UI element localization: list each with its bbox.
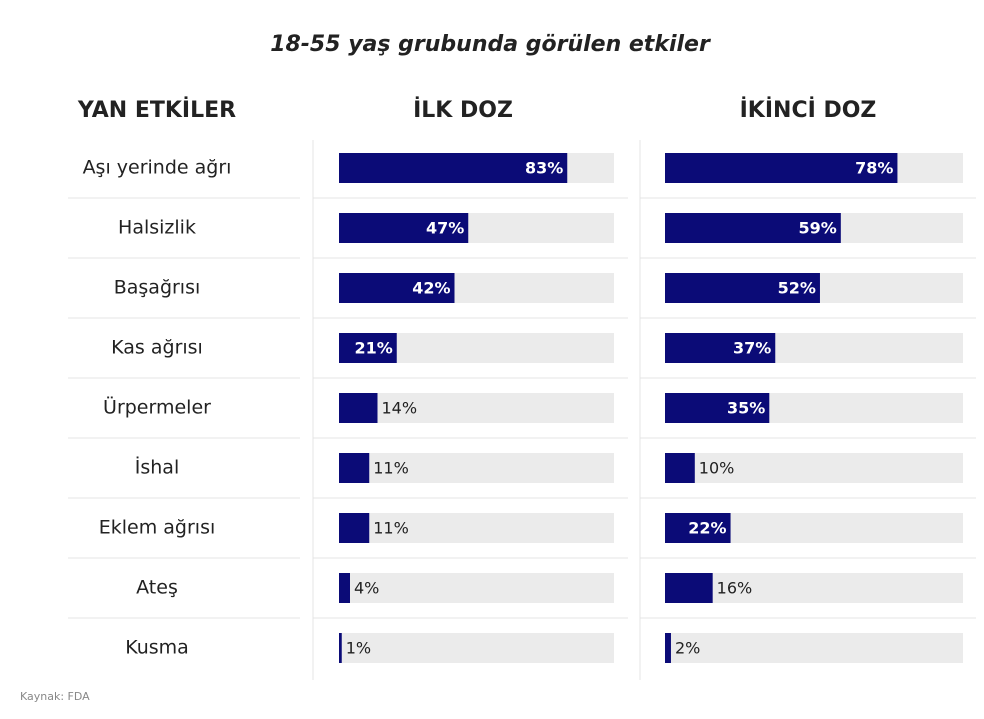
bar [665,153,898,183]
category-label: Kas ağrısı [111,337,203,359]
value-label: 2% [675,639,700,658]
value-label: 78% [855,159,893,178]
bar [339,393,378,423]
bar [339,573,350,603]
value-label: 22% [688,519,726,538]
bar [339,153,568,183]
value-label: 37% [733,339,771,358]
value-label: 11% [373,459,409,478]
bar [665,573,713,603]
value-label: 10% [699,459,735,478]
value-label: 59% [799,219,837,238]
value-label: 14% [382,399,418,418]
bar [665,633,671,663]
bar [339,273,455,303]
column-header: YAN ETKİLER [77,97,236,123]
category-label: Ateş [136,577,178,599]
value-label: 47% [426,219,464,238]
category-label: İshal [135,456,179,479]
chart-title: 18-55 yaş grubunda görülen etkiler [270,32,711,57]
bar-track [665,573,963,603]
bar [339,333,397,363]
bar-track [339,513,614,543]
value-label: 11% [373,519,409,538]
bar-track [339,573,614,603]
value-label: 1% [346,639,371,658]
series-header: İKİNCİ DOZ [740,97,877,123]
bar [665,273,820,303]
category-label: Kusma [125,637,189,659]
category-label: Aşı yerinde ağrı [83,157,232,179]
bar [339,453,370,483]
category-label: Halsizlik [118,217,196,239]
bar [339,633,342,663]
value-label: 21% [354,339,392,358]
bar [665,513,731,543]
source: Kaynak: FDA [20,690,90,703]
value-label: 4% [354,579,379,598]
category-label: Ürpermeler [103,396,211,419]
bar [665,213,841,243]
value-label: 42% [412,279,450,298]
bar-track [339,393,614,423]
bar [339,513,370,543]
value-label: 83% [525,159,563,178]
bar [665,333,776,363]
bar-track [339,453,614,483]
value-label: 16% [717,579,753,598]
bar-track [339,633,614,663]
bar-track [665,633,963,663]
bar [339,213,469,243]
bar-track [665,453,963,483]
bar [665,453,695,483]
value-label: 52% [778,279,816,298]
bar [665,393,770,423]
category-label: Eklem ağrısı [99,517,216,539]
series-header: İLK DOZ [413,97,513,123]
value-label: 35% [727,399,765,418]
category-label: Başağrısı [114,277,201,299]
